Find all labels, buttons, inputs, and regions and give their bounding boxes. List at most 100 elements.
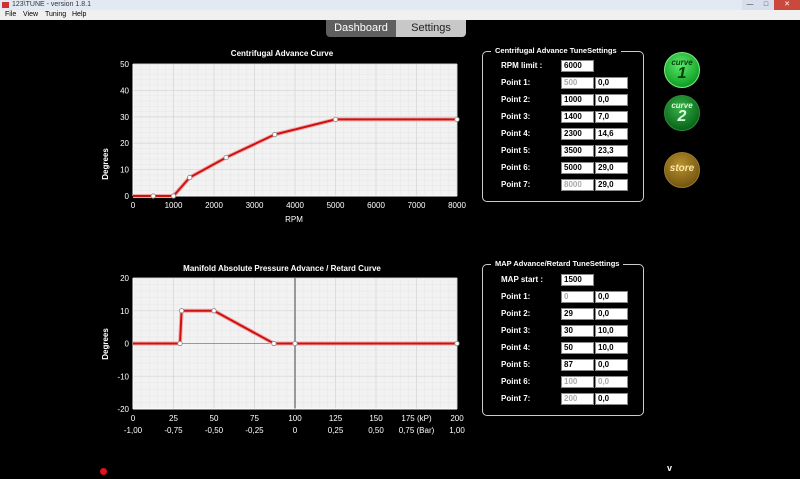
connection-status-indicator	[100, 468, 107, 475]
point-rpm-input[interactable]: 2300	[561, 128, 594, 140]
x-tick-label-secondary: 1,00	[449, 426, 465, 435]
x-tick-label: 150	[369, 414, 383, 423]
point-label: Point 3:	[501, 326, 531, 335]
window-title: 123\TUNE - version 1.8.1	[12, 1, 91, 8]
y-tick-label: 20	[120, 139, 129, 148]
x-tick-label: 0	[131, 201, 136, 210]
point-degrees-input[interactable]: 0,0	[595, 359, 628, 371]
point-label: Point 5:	[501, 360, 531, 369]
centrifugal-settings-panel: Centrifugal Advance TuneSettings RPM lim…	[482, 46, 644, 202]
app-icon	[2, 2, 9, 8]
menu-view[interactable]: View	[23, 11, 39, 18]
point-kpa-input[interactable]: 50	[561, 342, 594, 354]
y-tick-label: 10	[120, 307, 129, 316]
point-kpa-input[interactable]: 30	[561, 325, 594, 337]
point-rpm-input[interactable]: 3500	[561, 145, 594, 157]
curve-point	[187, 174, 193, 181]
close-button[interactable]: ✕	[774, 0, 800, 10]
x-tick-label: 7000	[408, 201, 426, 210]
point-rpm-input[interactable]: 1400	[561, 111, 594, 123]
point-degrees-input[interactable]: 7,0	[595, 111, 628, 123]
rpm-limit-input[interactable]: 6000	[561, 60, 594, 72]
y-tick-label: 30	[120, 113, 129, 122]
status-v: v	[667, 463, 673, 473]
point-label: Point 6:	[501, 377, 531, 386]
centrifugal-chart: Centrifugal Advance Curve Degrees RPM 0 1…	[98, 46, 468, 226]
curve-point	[211, 308, 217, 314]
x-tick-label: 6000	[367, 201, 385, 210]
x-tick-label: 5000	[327, 201, 345, 210]
x-tick-label: 0	[131, 414, 136, 423]
curve-1-button[interactable]: curve 1	[664, 52, 700, 88]
curve-2-button[interactable]: curve 2	[664, 95, 700, 131]
point-degrees-input[interactable]: 23,3	[595, 145, 628, 157]
chart-title: Manifold Absolute Pressure Advance / Ret…	[183, 264, 381, 273]
store-button[interactable]: store	[664, 152, 700, 188]
point-degrees-input[interactable]: 29,0	[595, 179, 628, 191]
point-degrees-input[interactable]: 10,0	[595, 325, 628, 337]
y-tick-label: 10	[120, 166, 129, 175]
point-label: Point 7:	[501, 180, 531, 189]
x-tick-label: 3000	[246, 201, 264, 210]
curve-1-number: 1	[677, 65, 687, 82]
point-degrees-input[interactable]: 0,0	[595, 94, 628, 106]
point-kpa-input[interactable]: 87	[561, 359, 594, 371]
point-kpa-input[interactable]: 29	[561, 308, 594, 320]
point-degrees-input[interactable]: 0,0	[595, 77, 628, 89]
point-rpm-input[interactable]: 1000	[561, 94, 594, 106]
menu-file[interactable]: File	[5, 11, 17, 18]
point-rpm-input[interactable]: 5000	[561, 162, 594, 174]
curve-point	[150, 193, 156, 199]
x-tick-label-secondary: 0	[293, 426, 298, 435]
minimize-button[interactable]: —	[742, 0, 758, 10]
curve-point	[223, 154, 229, 161]
x-tick-label: 1000	[165, 201, 183, 210]
centrifugal-chart-svg[interactable]: Centrifugal Advance Curve Degrees RPM 0 1…	[98, 46, 468, 226]
title-bar: 123\TUNE - version 1.8.1 — □ ✕	[0, 0, 800, 10]
point-degrees-input[interactable]: 0,0	[595, 308, 628, 320]
x-tick-label: 175 (kP)	[401, 414, 432, 423]
map-start-input[interactable]: 1500	[561, 274, 594, 286]
point-degrees-input[interactable]: 29,0	[595, 162, 628, 174]
y-tick-label: 50	[120, 60, 129, 69]
point-rpm-input: 8000	[561, 179, 594, 191]
x-tick-label: 8000	[448, 201, 466, 210]
rpm-limit-label: RPM limit :	[501, 61, 543, 70]
map-settings-legend: MAP Advance/Retard TuneSettings	[491, 259, 624, 268]
x-axis-label: RPM	[285, 215, 303, 224]
map-settings-panel: MAP Advance/Retard TuneSettings MAP star…	[482, 259, 644, 416]
curve-point	[271, 340, 277, 347]
y-axis-label: Degrees	[101, 328, 110, 360]
point-label: Point 2:	[501, 309, 531, 318]
x-tick-label-secondary: -0,75	[164, 426, 183, 435]
point-degrees-input[interactable]: 10,0	[595, 342, 628, 354]
point-rpm-input: 500	[561, 77, 594, 89]
curve-point	[332, 116, 339, 123]
y-tick-label: -10	[117, 372, 129, 381]
point-degrees-input[interactable]: 14,6	[595, 128, 628, 140]
tab-dashboard[interactable]: Dashboard	[326, 20, 396, 37]
x-tick-label: 75	[250, 414, 259, 423]
point-label: Point 2:	[501, 95, 531, 104]
x-tick-label: 50	[210, 414, 219, 423]
menu-tuning[interactable]: Tuning	[45, 11, 67, 18]
point-degrees-input[interactable]: 0,0	[595, 291, 628, 303]
tab-settings[interactable]: Settings	[396, 20, 466, 37]
x-tick-label-secondary: -1,00	[124, 426, 143, 435]
menu-help[interactable]: Help	[72, 11, 87, 18]
point-kpa-input: 100	[561, 376, 594, 388]
map-chart-svg[interactable]: Manifold Absolute Pressure Advance / Ret…	[98, 260, 468, 445]
curve-point	[272, 131, 278, 138]
point-label: Point 4:	[501, 129, 531, 138]
window-controls: — □ ✕	[742, 0, 800, 10]
maximize-button[interactable]: □	[758, 0, 774, 10]
y-axis-label: Degrees	[101, 148, 110, 180]
curve-2-word: curve	[671, 101, 693, 110]
x-tick-label-secondary: 0,25	[328, 426, 344, 435]
curve-1-word: curve	[671, 58, 693, 67]
x-tick-label-secondary: 0,50	[368, 426, 384, 435]
curve-point	[179, 308, 185, 314]
point-label: Point 7:	[501, 394, 531, 403]
y-tick-label: 20	[120, 274, 129, 283]
point-degrees-input[interactable]: 0,0	[595, 393, 628, 405]
